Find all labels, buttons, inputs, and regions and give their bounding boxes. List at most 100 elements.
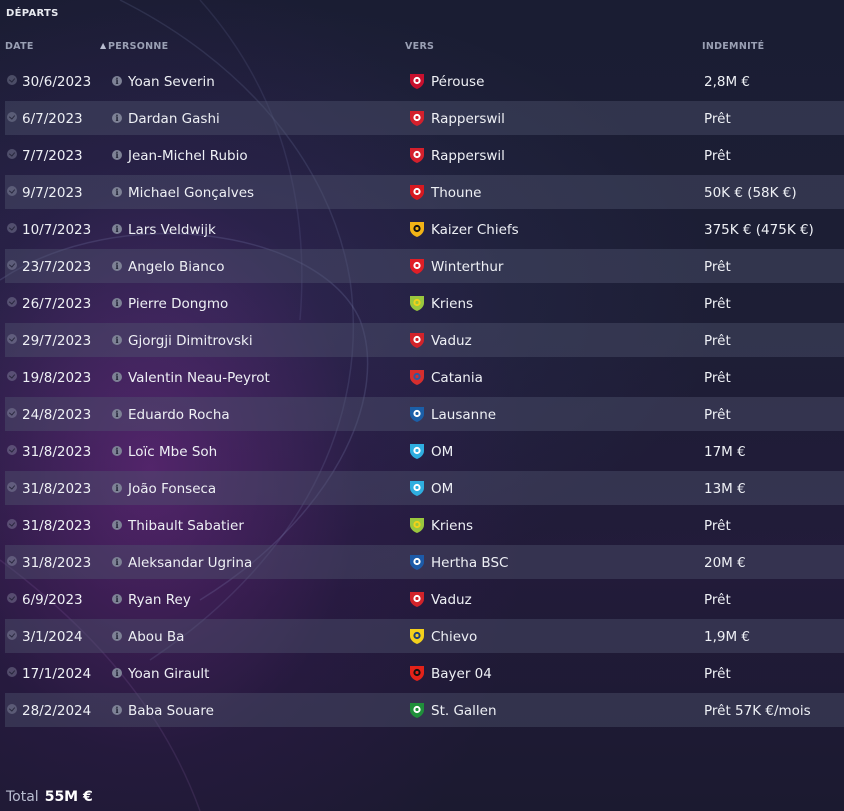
destination-club-link[interactable]: Hertha BSC xyxy=(431,555,509,571)
destination-club-link[interactable]: Kaizer Chiefs xyxy=(431,222,519,238)
transfer-date: 7/7/2023 xyxy=(22,148,83,164)
kriens-crest-icon xyxy=(410,518,424,533)
player-name-link[interactable]: Lars Veldwijk xyxy=(128,222,216,238)
player-name-link[interactable]: Yoan Girault xyxy=(128,666,210,682)
player-name-link[interactable]: Valentin Neau-Peyrot xyxy=(128,370,270,386)
destination-club-link[interactable]: Rapperswil xyxy=(431,111,505,127)
total-label: Total xyxy=(6,789,39,805)
info-icon[interactable]: i xyxy=(112,298,122,308)
transfer-fee: 1,9M € xyxy=(704,629,750,645)
rapperswil-crest-icon xyxy=(410,111,424,126)
player-name-link[interactable]: Dardan Gashi xyxy=(128,111,220,127)
player-name-link[interactable]: Michael Gonçalves xyxy=(128,185,255,201)
destination-club-link[interactable]: Pérouse xyxy=(431,74,485,90)
table-row[interactable]: 7/7/2023 i Jean-Michel Rubio Rapperswil Prêt xyxy=(5,138,844,172)
table-row[interactable]: 31/8/2023 i João Fonseca OM 13M € xyxy=(5,471,844,505)
column-header-fee[interactable]: INDEMNITÉ xyxy=(702,41,765,52)
destination-club-link[interactable]: Chievo xyxy=(431,629,478,645)
info-icon[interactable]: i xyxy=(112,446,122,456)
table-row[interactable]: 28/2/2024 i Baba Souare St. Gallen Prêt 57K … xyxy=(5,693,844,727)
table-row[interactable]: 19/8/2023 i Valentin Neau-Peyrot Catania Prê… xyxy=(5,360,844,394)
table-row[interactable]: 9/7/2023 i Michael Gonçalves Thoune 50K € (5… xyxy=(5,175,844,209)
info-icon[interactable]: i xyxy=(112,557,122,567)
info-icon[interactable]: i xyxy=(112,483,122,493)
table-row[interactable]: 6/7/2023 i Dardan Gashi Rapperswil Prêt xyxy=(5,101,844,135)
thun-crest-icon xyxy=(410,185,424,200)
transfer-fee: 20M € xyxy=(704,555,746,571)
table-row[interactable]: 26/7/2023 i Pierre Dongmo Kriens Prêt xyxy=(5,286,844,320)
table-row[interactable]: 31/8/2023 i Thibault Sabatier Kriens Prêt xyxy=(5,508,844,542)
destination-club-link[interactable]: Kriens xyxy=(431,518,474,534)
transfer-fee: Prêt xyxy=(704,407,731,423)
destination-club-link[interactable]: Thoune xyxy=(431,185,482,201)
destination-club-link[interactable]: Lausanne xyxy=(431,407,497,423)
table-row[interactable]: 29/7/2023 i Gjorgji Dimitrovski Vaduz Prêt xyxy=(5,323,844,357)
completed-check-icon xyxy=(7,186,17,196)
player-name-link[interactable]: Aleksandar Ugrina xyxy=(128,555,253,571)
table-row[interactable]: 3/1/2024 i Abou Ba Chievo 1,9M € xyxy=(5,619,844,653)
destination-club-link[interactable]: OM xyxy=(431,481,454,497)
info-icon[interactable]: i xyxy=(112,261,122,271)
transfer-date: 23/7/2023 xyxy=(22,259,92,275)
hertha-crest-icon xyxy=(410,555,424,570)
table-row[interactable]: 30/6/2023 i Yoan Severin Pérouse 2,8M € xyxy=(5,64,844,98)
transfer-fee: Prêt xyxy=(704,592,731,608)
table-row[interactable]: 6/9/2023 i Ryan Rey Vaduz Prêt xyxy=(5,582,844,616)
player-name-link[interactable]: Eduardo Rocha xyxy=(128,407,230,423)
info-icon[interactable]: i xyxy=(112,187,122,197)
lausanne-crest-icon xyxy=(410,407,424,422)
transfer-fee: Prêt 57K €/mois xyxy=(704,703,811,719)
player-name-link[interactable]: Angelo Bianco xyxy=(128,259,225,275)
transfer-fee: Prêt xyxy=(704,111,731,127)
destination-club-link[interactable]: Vaduz xyxy=(431,333,472,349)
info-icon[interactable]: i xyxy=(112,76,122,86)
player-name-link[interactable]: João Fonseca xyxy=(128,481,217,497)
player-name-link[interactable]: Ryan Rey xyxy=(128,592,191,608)
info-icon[interactable]: i xyxy=(112,668,122,678)
table-row[interactable]: 10/7/2023 i Lars Veldwijk Kaizer Chiefs 375K… xyxy=(5,212,844,246)
table-row[interactable]: 24/8/2023 i Eduardo Rocha Lausanne Prêt xyxy=(5,397,844,431)
sort-ascending-icon: ▲ xyxy=(100,41,107,50)
player-name-link[interactable]: Jean-Michel Rubio xyxy=(128,148,248,164)
completed-check-icon xyxy=(7,112,17,122)
column-header-person[interactable]: PERSONNE xyxy=(108,41,169,52)
info-icon[interactable]: i xyxy=(112,335,122,345)
destination-club-link[interactable]: St. Gallen xyxy=(431,703,497,719)
destination-club-link[interactable]: Vaduz xyxy=(431,592,472,608)
transfer-fee: 2,8M € xyxy=(704,74,750,90)
completed-check-icon xyxy=(7,260,17,270)
destination-club-link[interactable]: Catania xyxy=(431,370,483,386)
destination-club-link[interactable]: Rapperswil xyxy=(431,148,505,164)
player-name-link[interactable]: Baba Souare xyxy=(128,703,214,719)
info-icon[interactable]: i xyxy=(112,520,122,530)
completed-check-icon xyxy=(7,630,17,640)
column-header-to[interactable]: VERS xyxy=(405,41,435,52)
info-icon[interactable]: i xyxy=(112,372,122,382)
info-icon[interactable]: i xyxy=(112,594,122,604)
destination-club-link[interactable]: Bayer 04 xyxy=(431,666,492,682)
table-row[interactable]: 17/1/2024 i Yoan Girault Bayer 04 Prêt xyxy=(5,656,844,690)
info-icon[interactable]: i xyxy=(112,631,122,641)
table-row[interactable]: 31/8/2023 i Loïc Mbe Soh OM 17M € xyxy=(5,434,844,468)
table-row[interactable]: 31/8/2023 i Aleksandar Ugrina Hertha BSC 20M… xyxy=(5,545,844,579)
info-icon[interactable]: i xyxy=(112,113,122,123)
player-name-link[interactable]: Thibault Sabatier xyxy=(128,518,244,534)
table-header: DATE ▲ PERSONNE VERS INDEMNITÉ xyxy=(0,38,844,56)
info-icon[interactable]: i xyxy=(112,224,122,234)
player-name-link[interactable]: Yoan Severin xyxy=(128,74,215,90)
completed-check-icon xyxy=(7,371,17,381)
player-name-link[interactable]: Pierre Dongmo xyxy=(128,296,229,312)
info-icon[interactable]: i xyxy=(112,705,122,715)
transfers-table-body: 30/6/2023 i Yoan Severin Pérouse 2,8M € 6/7/2… xyxy=(5,64,844,730)
info-icon[interactable]: i xyxy=(112,150,122,160)
destination-club-link[interactable]: Winterthur xyxy=(431,259,504,275)
player-name-link[interactable]: Gjorgji Dimitrovski xyxy=(128,333,253,349)
player-name-link[interactable]: Loïc Mbe Soh xyxy=(128,444,218,460)
info-icon[interactable]: i xyxy=(112,409,122,419)
player-name-link[interactable]: Abou Ba xyxy=(128,629,185,645)
destination-club-link[interactable]: OM xyxy=(431,444,454,460)
destination-club-link[interactable]: Kriens xyxy=(431,296,474,312)
column-header-date[interactable]: DATE xyxy=(5,41,34,52)
table-row[interactable]: 23/7/2023 i Angelo Bianco Winterthur Prêt xyxy=(5,249,844,283)
winterthur-crest-icon xyxy=(410,259,424,274)
